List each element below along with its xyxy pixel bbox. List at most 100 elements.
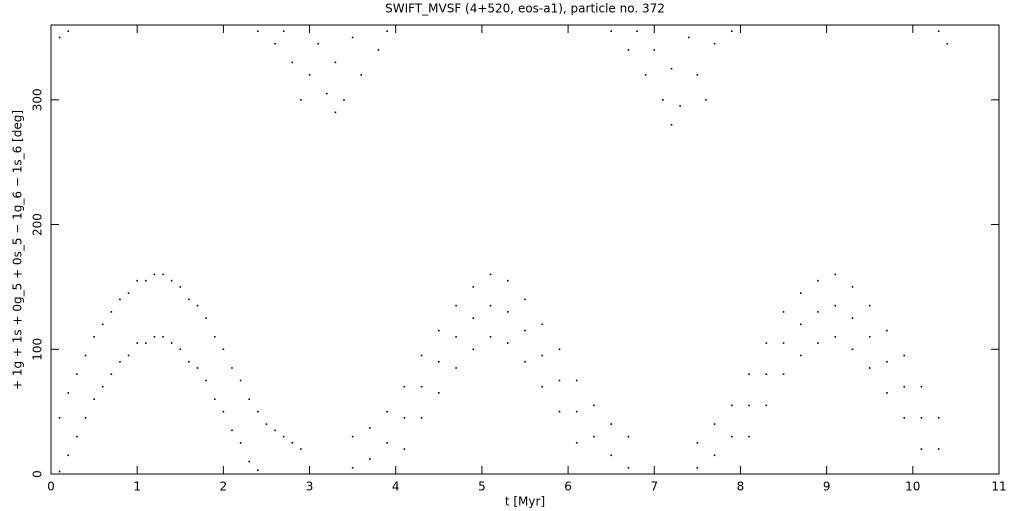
point xyxy=(300,448,302,450)
point xyxy=(799,292,802,294)
point xyxy=(765,404,768,407)
point xyxy=(627,435,630,438)
point xyxy=(472,286,475,288)
point xyxy=(170,279,173,282)
x-tick-label: 1 xyxy=(133,480,141,494)
point xyxy=(334,61,337,64)
point xyxy=(851,348,854,351)
point xyxy=(145,279,147,282)
point xyxy=(239,379,242,382)
point xyxy=(351,435,354,438)
point xyxy=(58,36,61,39)
point xyxy=(575,410,578,413)
point xyxy=(325,92,328,95)
point xyxy=(291,442,294,444)
point xyxy=(369,458,371,460)
y-tick-label: 300 xyxy=(31,88,45,111)
point xyxy=(231,367,233,369)
point xyxy=(84,417,87,419)
point xyxy=(351,36,354,39)
point xyxy=(670,67,673,70)
point xyxy=(679,105,681,107)
point xyxy=(101,385,104,388)
point xyxy=(868,336,871,338)
point xyxy=(799,354,802,357)
point xyxy=(231,429,233,432)
point xyxy=(136,342,138,344)
point xyxy=(662,99,664,101)
point xyxy=(438,360,440,363)
point xyxy=(782,373,785,376)
point xyxy=(179,348,182,351)
point xyxy=(213,336,216,338)
point xyxy=(196,367,199,369)
point xyxy=(188,360,190,363)
point xyxy=(205,317,207,319)
point xyxy=(834,273,837,276)
point xyxy=(170,342,173,344)
point xyxy=(386,30,388,33)
point xyxy=(558,410,561,413)
point xyxy=(886,360,888,363)
point xyxy=(455,304,457,307)
point xyxy=(455,336,457,338)
point xyxy=(687,36,690,39)
point xyxy=(937,30,940,33)
point xyxy=(696,74,699,76)
point xyxy=(403,385,406,388)
point xyxy=(644,74,647,76)
point xyxy=(782,311,785,313)
point xyxy=(93,398,95,400)
plot-frame xyxy=(50,24,1000,475)
point xyxy=(257,469,259,472)
point xyxy=(903,354,905,357)
point xyxy=(506,279,509,282)
point xyxy=(937,417,940,419)
x-tick-label: 3 xyxy=(306,480,314,494)
point xyxy=(239,442,242,444)
point xyxy=(627,466,630,469)
point xyxy=(420,354,423,357)
point xyxy=(653,49,656,51)
point xyxy=(946,42,949,45)
point xyxy=(731,435,733,438)
point xyxy=(489,273,492,276)
point xyxy=(110,311,113,313)
point xyxy=(610,454,612,457)
point xyxy=(851,317,854,319)
point xyxy=(291,61,294,64)
point xyxy=(248,460,251,463)
point xyxy=(153,336,156,338)
point xyxy=(886,392,888,394)
point xyxy=(420,417,423,419)
point xyxy=(610,423,612,425)
point xyxy=(162,336,164,338)
point xyxy=(868,304,871,307)
point xyxy=(765,342,768,344)
point xyxy=(188,298,190,301)
point xyxy=(670,123,673,126)
point xyxy=(377,49,380,51)
point xyxy=(58,417,61,419)
point xyxy=(438,392,440,394)
point xyxy=(748,435,750,438)
point xyxy=(524,329,526,332)
y-tick-label: 0 xyxy=(31,470,45,478)
point xyxy=(558,348,561,351)
x-tick-label: 2 xyxy=(220,480,228,494)
point xyxy=(817,311,819,313)
point xyxy=(610,30,612,33)
point xyxy=(420,385,423,388)
y-tick-label: 200 xyxy=(31,213,45,236)
point xyxy=(903,417,905,419)
point xyxy=(817,342,819,344)
point xyxy=(282,435,285,438)
point xyxy=(248,398,251,400)
y-tick-label: 100 xyxy=(31,338,45,361)
point xyxy=(67,454,70,457)
point xyxy=(489,304,492,307)
point xyxy=(506,342,509,344)
point xyxy=(524,360,526,363)
point xyxy=(489,336,492,338)
point xyxy=(205,379,207,382)
